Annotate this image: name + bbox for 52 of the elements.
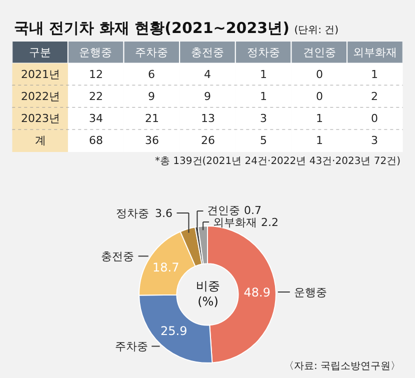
chart-title: 국내 전기차 화재 현황(2021~2023년) [14, 19, 290, 37]
data-label: 9 [148, 90, 155, 103]
x-tick-label: 견인중 [303, 46, 336, 59]
text: 비중 (%) [196, 279, 220, 309]
slice-label: 운행중 [294, 286, 327, 299]
data-label: 1 [316, 112, 323, 125]
data-label: 1 [371, 68, 378, 81]
data-label: 13 [201, 112, 215, 125]
data-label: 22 [89, 90, 103, 103]
x-tick-label: 정차중 [247, 46, 280, 59]
y-tick-label: 계 [35, 134, 46, 147]
x-tick-label: 충전중 [191, 46, 224, 59]
data-label: 68 [89, 134, 103, 147]
data-label: 21 [145, 112, 159, 125]
data-label: 2 [371, 90, 378, 103]
data-label: 12 [89, 68, 103, 81]
y-tick-label: 2022년 [21, 90, 60, 103]
data-label: 0 [371, 112, 378, 125]
data-label: 1 [260, 68, 267, 81]
y-tick-label: 2021년 [21, 68, 60, 81]
data-label: 3 [371, 134, 378, 147]
x-tick-label: 주차중 [135, 46, 168, 59]
data-label: 26 [201, 134, 215, 147]
data-label: 18.7 [152, 260, 180, 274]
data-label: 34 [89, 112, 103, 125]
text: *총 139건(2021년 24건·2022년 43건·2023년 72건) [155, 156, 401, 167]
data-label: 25.9 [160, 324, 188, 338]
data-label: 0 [316, 68, 323, 81]
y-axis-title: 구분 [29, 46, 51, 59]
data-label: 3.6 [155, 207, 172, 220]
slice-label: 주차중 [115, 340, 148, 353]
slice-label: 외부화재 [213, 216, 257, 229]
slice-label: 정차중 [116, 207, 149, 220]
data-label: 0 [316, 90, 323, 103]
y-tick-label: 2023년 [21, 112, 60, 125]
data-label: 1 [260, 90, 267, 103]
text: 〈자료: 국립소방연구원〉 [284, 361, 401, 372]
data-label: 6 [148, 68, 155, 81]
data-label: 9 [204, 90, 211, 103]
data-label: 0.7 [244, 204, 262, 217]
chart-subtitle: (단위: 건) [294, 25, 339, 36]
x-tick-label: 운행중 [79, 46, 112, 59]
data-label: 1 [316, 134, 323, 147]
slice-label: 충전중 [101, 250, 134, 263]
data-label: 36 [145, 134, 159, 147]
data-label: 4 [204, 68, 211, 81]
data-label: 5 [260, 134, 267, 147]
data-label: 2.2 [261, 216, 278, 229]
x-tick-label: 외부화재 [353, 46, 397, 59]
data-label: 48.9 [244, 286, 270, 300]
slice-label: 견인중 [207, 204, 240, 217]
data-label: 3 [260, 112, 267, 125]
